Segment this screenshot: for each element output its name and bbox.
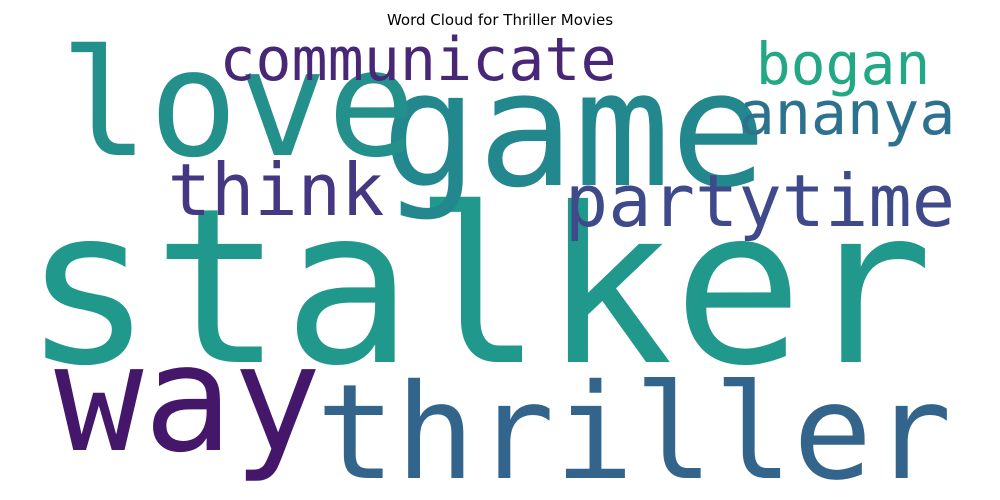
word-bogan: bogan (756, 30, 931, 98)
word-way: way (54, 313, 321, 485)
word-communicate: communicate (219, 25, 616, 95)
word-ananya: ananya (739, 79, 956, 149)
word-think: think (168, 148, 385, 232)
word-thriller: thriller (316, 356, 952, 500)
word-partytime: partytime (565, 159, 955, 243)
word-game: game (381, 36, 766, 223)
chart-title: Word Cloud for Thriller Movies (386, 11, 614, 29)
word-love: love (60, 18, 416, 190)
word-stalker: stalker (23, 162, 933, 413)
